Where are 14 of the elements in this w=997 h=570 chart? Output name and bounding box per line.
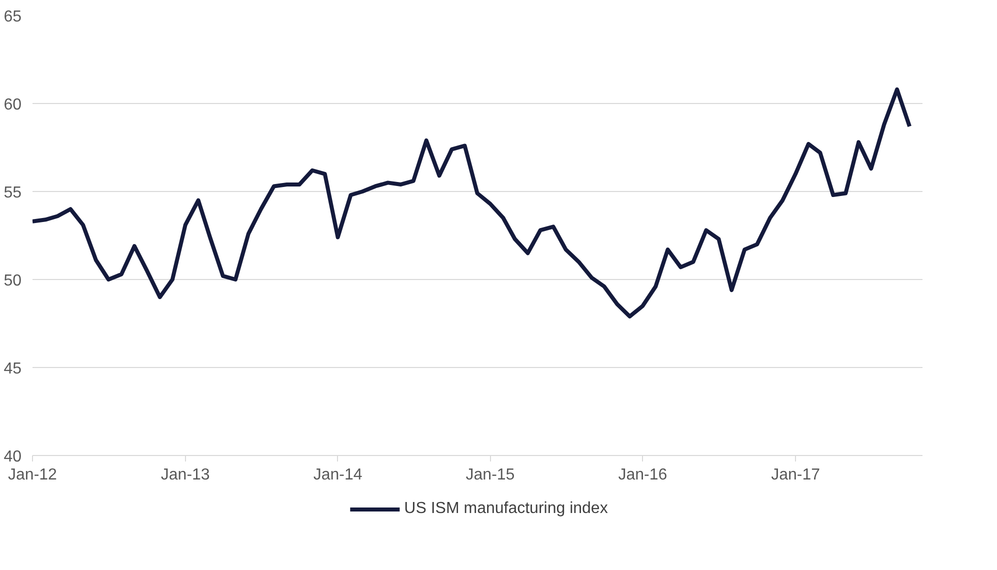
x-tick-label: Jan-13 — [160, 466, 210, 484]
y-tick-label: 50 — [4, 272, 22, 290]
y-tick-label: 55 — [4, 184, 22, 202]
line-series — [32, 87, 912, 318]
y-tick-label: 65 — [4, 8, 22, 26]
y-tick-label: 40 — [4, 448, 22, 466]
x-tick-label: Jan-14 — [313, 466, 362, 484]
y-tick-label: 60 — [4, 96, 22, 114]
legend-label: US ISM manufacturing index — [404, 500, 608, 518]
x-tick-label: Jan-16 — [618, 466, 668, 484]
x-tick-label: Jan-12 — [8, 466, 58, 484]
x-tick-label: Jan-17 — [771, 466, 820, 484]
x-tick-label: Jan-15 — [466, 466, 515, 484]
y-tick-label: 45 — [4, 360, 22, 378]
